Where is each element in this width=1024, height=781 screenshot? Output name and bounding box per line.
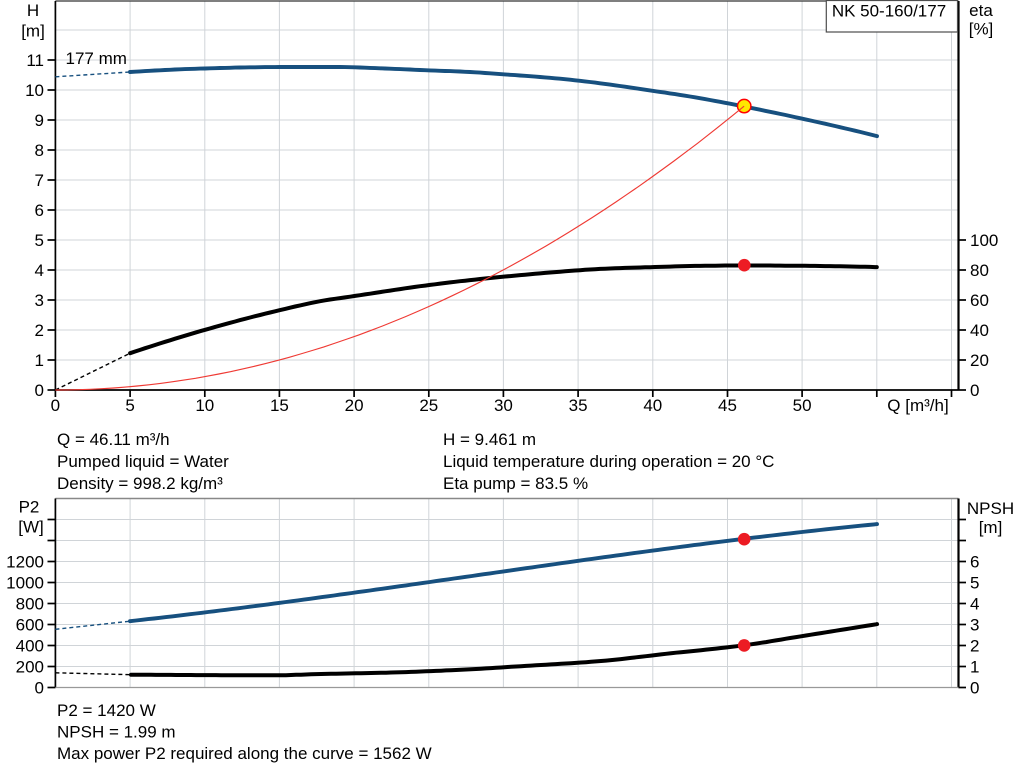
svg-text:1: 1 [970,657,979,676]
svg-text:10: 10 [195,396,214,415]
svg-text:600: 600 [16,615,44,634]
svg-text:20: 20 [345,396,364,415]
svg-text:Q = 46.11 m³/h: Q = 46.11 m³/h [57,430,170,449]
svg-text:Eta pump = 83.5 %: Eta pump = 83.5 % [443,474,588,493]
svg-text:8: 8 [35,141,44,160]
svg-text:H = 9.461 m: H = 9.461 m [443,430,536,449]
svg-text:Density = 998.2 kg/m³: Density = 998.2 kg/m³ [57,474,223,493]
svg-text:9: 9 [35,111,44,130]
svg-text:P2: P2 [19,498,40,517]
svg-text:H: H [27,1,39,20]
svg-text:25: 25 [419,396,438,415]
svg-text:P2 = 1420 W: P2 = 1420 W [57,701,156,720]
svg-text:5: 5 [125,396,134,415]
svg-text:1000: 1000 [6,573,44,592]
svg-text:7: 7 [35,171,44,190]
svg-text:40: 40 [643,396,662,415]
svg-text:1: 1 [35,351,44,370]
svg-text:800: 800 [16,594,44,613]
svg-text:15: 15 [270,396,289,415]
svg-text:0: 0 [970,381,979,400]
svg-text:0: 0 [970,678,979,697]
svg-text:200: 200 [16,657,44,676]
svg-text:100: 100 [970,231,998,250]
svg-text:3: 3 [35,291,44,310]
svg-text:[%]: [%] [969,20,994,39]
svg-text:30: 30 [494,396,513,415]
svg-text:eta: eta [969,1,993,20]
svg-text:0: 0 [51,396,60,415]
svg-text:0: 0 [35,381,44,400]
svg-text:6: 6 [35,201,44,220]
svg-text:11: 11 [26,51,44,70]
svg-text:Liquid temperature during oper: Liquid temperature during operation = 20… [443,452,774,471]
svg-text:1200: 1200 [6,552,44,571]
svg-text:5: 5 [35,231,44,250]
svg-text:Pumped liquid = Water: Pumped liquid = Water [57,452,229,471]
svg-text:4: 4 [970,594,979,613]
svg-text:10: 10 [25,81,44,100]
svg-text:[m]: [m] [979,518,1003,537]
svg-text:50: 50 [793,396,812,415]
svg-text:60: 60 [970,291,989,310]
svg-text:2: 2 [35,321,44,340]
svg-text:20: 20 [970,351,989,370]
svg-text:5: 5 [970,573,979,592]
svg-text:Q [m³/h]: Q [m³/h] [887,396,948,415]
svg-text:40: 40 [970,321,989,340]
svg-text:3: 3 [970,615,979,634]
svg-text:400: 400 [16,636,44,655]
svg-text:177 mm: 177 mm [66,49,127,68]
svg-text:[m]: [m] [21,22,45,41]
svg-text:35: 35 [569,396,588,415]
svg-text:2: 2 [970,636,979,655]
svg-text:4: 4 [35,261,44,280]
svg-text:0: 0 [35,678,44,697]
svg-text:Max power P2 required along th: Max power P2 required along the curve = … [57,744,432,763]
svg-text:6: 6 [970,552,979,571]
svg-text:[W]: [W] [18,518,44,537]
svg-text:45: 45 [718,396,737,415]
svg-text:NPSH = 1.99 m: NPSH = 1.99 m [57,723,176,742]
svg-text:NK 50-160/177: NK 50-160/177 [832,2,946,21]
svg-text:NPSH: NPSH [967,499,1014,518]
svg-text:80: 80 [970,261,989,280]
